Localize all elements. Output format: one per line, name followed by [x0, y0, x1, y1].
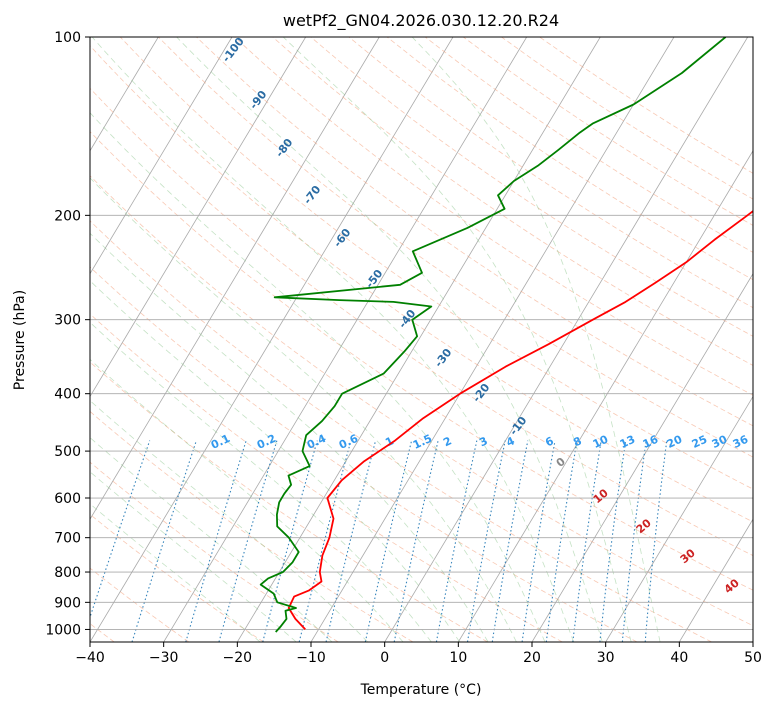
mixing-ratio-line	[545, 440, 578, 642]
mixing-ratio-line	[131, 440, 197, 642]
x-tick-label: 20	[523, 650, 541, 666]
dry-adiabat-line	[90, 513, 264, 642]
horizontal-grid	[90, 37, 753, 630]
mixing-ratio-line	[466, 440, 506, 642]
moist-adiabat-line	[90, 358, 404, 642]
isotherm-line	[90, 37, 307, 398]
moist-adiabat-line	[90, 471, 297, 642]
x-tick-label: −40	[75, 650, 105, 666]
mixing-ratio-line	[621, 440, 647, 642]
chart-title: wetPf2_GN04.2026.030.12.20.R24	[283, 11, 559, 31]
isotherm-line	[90, 37, 380, 520]
dry-adiabat-line	[348, 37, 753, 309]
dry-adiabat-line	[272, 37, 753, 366]
isotherm-line	[457, 150, 753, 642]
x-tick-label: 10	[449, 650, 467, 666]
moist-adiabat-line	[91, 37, 574, 642]
y-tick-label: 600	[54, 491, 81, 507]
dry-adiabat-line	[90, 313, 563, 642]
moist-adiabat-line	[282, 37, 632, 642]
y-tick-label: 400	[54, 387, 81, 403]
y-tick-label: 300	[54, 313, 81, 329]
mixing-ratio-line	[218, 440, 278, 642]
sounding-profiles	[259, 37, 753, 633]
mixing-ratio-line	[298, 440, 352, 642]
isotherm-line	[531, 272, 753, 642]
moist-adiabat-line	[90, 280, 461, 642]
mixing-ratio-label: 10	[591, 433, 611, 451]
x-tick-label: 30	[597, 650, 615, 666]
dewpoint-profile-line	[259, 37, 727, 633]
y-tick-label: 800	[54, 565, 81, 581]
isotherm-line	[90, 37, 159, 152]
dry-adiabat-line	[90, 220, 712, 642]
mixing-ratio-line	[185, 440, 247, 642]
x-axis: −40 −30 −20 −10 0 10 20 30 40 50	[75, 642, 762, 666]
isotherm-line	[605, 395, 753, 642]
dry-adiabat-line	[90, 131, 753, 591]
mixing-ratio-label: 25	[690, 433, 709, 451]
moist-adiabat-line	[90, 232, 489, 642]
mixing-ratio-line	[491, 440, 529, 642]
moist-adiabat-line	[90, 321, 432, 642]
x-tick-label: 0	[380, 650, 389, 666]
dry-adiabat-line	[158, 37, 753, 458]
y-tick-label: 500	[54, 444, 81, 460]
mixing-ratio-line	[262, 440, 318, 642]
x-tick-label: −30	[149, 650, 179, 666]
isotherm-line	[90, 37, 233, 275]
moist-adiabat-line	[90, 400, 368, 642]
mixing-ratio-line	[572, 440, 602, 642]
mixing-ratio-line	[644, 440, 668, 642]
dry-adiabat-line	[90, 461, 339, 642]
mixing-ratio-line	[325, 440, 377, 642]
mixing-ratio-line	[435, 440, 478, 642]
isotherm-line	[236, 37, 601, 642]
isotherm-line	[163, 37, 528, 642]
mixing-ratio-label: 16	[641, 433, 661, 451]
mixing-ratio-label: 30	[710, 433, 730, 451]
mixing-ratio-line	[599, 440, 627, 642]
x-tick-label: 50	[744, 650, 762, 666]
moist-adiabat-line	[90, 503, 261, 642]
mixing-ratio-line	[364, 440, 413, 642]
x-tick-label: −20	[223, 650, 253, 666]
mixing-ratio-label: 20	[665, 433, 685, 451]
x-tick-label: 40	[670, 650, 688, 666]
y-tick-label: 1000	[45, 622, 81, 638]
mixing-ratio-label: 13	[618, 433, 637, 451]
moist-adiabat-line	[90, 177, 517, 642]
y-axis-label: Pressure (hPa)	[12, 290, 28, 390]
mixing-ratio-line	[521, 440, 556, 642]
y-tick-label: 700	[54, 531, 81, 547]
dry-adiabat-line	[90, 87, 753, 557]
dry-adiabat-line	[90, 361, 488, 642]
isotherm-line	[384, 37, 749, 642]
isotherm-line	[678, 518, 753, 642]
dry-adiabat-line	[90, 175, 753, 627]
background-lines	[90, 37, 753, 642]
temperature-profile-line	[287, 210, 753, 631]
y-tick-label: 900	[54, 595, 81, 611]
moist-adiabat-line	[90, 112, 546, 642]
mixing-ratio-line	[393, 440, 439, 642]
moist-adiabat-line	[411, 37, 661, 642]
x-axis-label: Temperature (°C)	[360, 682, 482, 698]
y-tick-label: 200	[54, 208, 81, 224]
plot-frame	[89, 36, 754, 643]
isotherm-line	[90, 37, 454, 642]
y-tick-label: 100	[54, 30, 81, 46]
x-tick-label: −10	[296, 650, 326, 666]
dry-adiabat-line	[90, 266, 638, 642]
y-axis: 100 200 300 400 500 600 700 800 900 1000	[45, 30, 90, 638]
mixing-ratio-label: 36	[731, 433, 751, 451]
dry-adiabat-line	[310, 37, 753, 337]
